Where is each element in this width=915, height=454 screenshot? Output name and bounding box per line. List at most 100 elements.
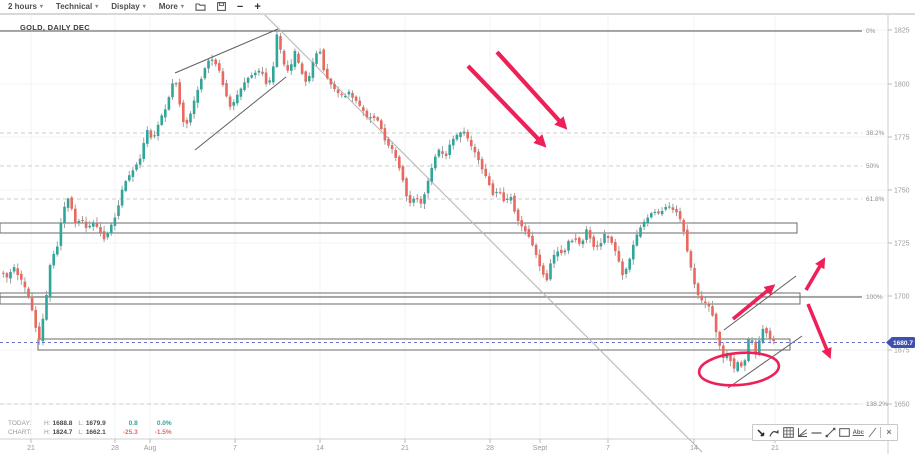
- price-axis: 1825 1800 1775 1750 1725 1700 1675 1650: [888, 28, 910, 409]
- legend-value: H:: [44, 429, 51, 436]
- arrow-annotation: [731, 284, 776, 321]
- trend-line-tool-icon[interactable]: [824, 426, 836, 439]
- legend-value: 1662.1: [85, 429, 106, 436]
- legend-value: CHART:: [8, 429, 32, 436]
- zone-rectangle: [0, 222, 798, 234]
- arrow-annotation: [806, 303, 832, 359]
- channel-line: [727, 335, 803, 389]
- price-tick-label: 1650: [894, 402, 910, 409]
- curved-arrow-tool-icon[interactable]: [769, 426, 781, 439]
- slash-tool-icon[interactable]: [866, 426, 878, 439]
- zoom-out-icon[interactable]: −: [236, 0, 244, 13]
- legend-row: TODAY: H: 1688.8 L: 1679.9 0.8 0.0%: [8, 419, 172, 428]
- legend-value: 0.0%: [156, 420, 172, 427]
- price-tick-label: 1725: [894, 241, 910, 248]
- current-price-badge: 1680.7: [886, 337, 915, 348]
- current-price-value: 1680.7: [893, 340, 913, 347]
- time-axis: 21 28 Aug 7 14 21 28 Sept 7 14 21: [27, 439, 779, 452]
- zone-rectangle: [0, 292, 801, 305]
- menu-label: More: [158, 2, 178, 11]
- fib-label: 0%: [866, 28, 876, 35]
- trend-channel-lines[interactable]: [174, 28, 803, 389]
- price-tick-label: 1825: [894, 28, 910, 35]
- time-tick-label: 21: [27, 445, 35, 452]
- menu-display[interactable]: Display ▾: [111, 2, 145, 11]
- price-tick-label: 1700: [894, 294, 910, 301]
- save-icon[interactable]: [216, 2, 226, 11]
- legend-value: 1824.7: [52, 429, 73, 436]
- legend-value: -25.3: [122, 429, 138, 436]
- toolbar-separator: [880, 427, 882, 438]
- close-icon: ×: [886, 427, 892, 437]
- candles: [2, 29, 775, 373]
- support-zones[interactable]: [0, 222, 801, 351]
- fib-label: 138.2%: [866, 401, 888, 408]
- toolbar-menus: 2 hours ▾ Technical ▾ Display ▾ More ▾: [8, 2, 184, 11]
- legend-value: 1688.8: [52, 420, 73, 427]
- legend-value: L:: [78, 429, 84, 436]
- drawing-toolbar: Abc ×: [752, 424, 898, 441]
- fib-label: 100%: [866, 294, 883, 301]
- zone-rectangle: [37, 338, 791, 351]
- fib-label: 38.2%: [866, 130, 885, 137]
- channel-line: [723, 275, 797, 331]
- zoom-in-icon[interactable]: +: [254, 0, 261, 13]
- time-tick-label: 7: [233, 445, 237, 452]
- time-tick-label: Aug: [144, 445, 157, 452]
- legend-value: L:: [78, 420, 84, 427]
- horizontal-line-tool-icon[interactable]: [811, 426, 823, 439]
- legend-value: 0.8: [128, 420, 138, 427]
- pattern-grid-tool-icon[interactable]: [783, 426, 795, 439]
- price-tick-label: 1750: [894, 188, 910, 195]
- legend-value: TODAY:: [8, 420, 32, 427]
- menu-more[interactable]: More ▾: [159, 2, 184, 11]
- chevron-down-icon: ▾: [142, 4, 146, 10]
- arrow-annotation: [466, 64, 547, 148]
- open-folder-icon[interactable]: [195, 2, 206, 11]
- rectangle-tool-icon[interactable]: [838, 426, 850, 439]
- menu-label: Display: [111, 2, 140, 11]
- legend-value: H:: [44, 420, 51, 427]
- close-toolbar-button[interactable]: ×: [883, 426, 895, 439]
- legend-row: CHART: H: 1824.7 L: 1662.1 -25.3 -1.5%: [8, 428, 172, 437]
- top-toolbar: 2 hours ▾ Technical ▾ Display ▾ More ▾ − +: [0, 0, 915, 15]
- gridlines: [0, 15, 888, 439]
- legend-value: 1679.9: [85, 420, 106, 427]
- annotation-arrows[interactable]: [466, 50, 832, 359]
- text-tool-label: Abc: [852, 429, 864, 436]
- time-tick-label: 14: [690, 445, 698, 452]
- time-tick-label: 21: [771, 445, 779, 452]
- chevron-down-icon: ▾: [95, 4, 99, 10]
- channel-line: [194, 76, 287, 151]
- arrow-annotation: [804, 257, 826, 291]
- menu-label: Technical: [55, 2, 93, 11]
- fib-retracement[interactable]: 0% 38.2% 50% 61.8% 100% 138.2%: [0, 28, 888, 408]
- time-tick-label: Sept: [533, 445, 547, 452]
- menu-technical[interactable]: Technical ▾: [56, 2, 98, 11]
- menu-label: 2 hours: [8, 2, 37, 11]
- time-tick-label: 21: [401, 445, 409, 452]
- price-tick-label: 1800: [894, 82, 910, 89]
- time-tick-label: 14: [316, 445, 324, 452]
- channel-line: [174, 28, 279, 74]
- trend-rays-tool-icon[interactable]: [797, 426, 809, 439]
- arrow-annotation: [495, 50, 568, 130]
- legend-value: -1.5%: [154, 429, 172, 436]
- time-tick-label: 28: [486, 445, 494, 452]
- time-tick-label: 7: [606, 445, 610, 452]
- fib-label: 50%: [866, 163, 879, 170]
- text-tool[interactable]: Abc: [852, 426, 864, 439]
- symbol-label: GOLD, DAILY DEC: [20, 23, 90, 32]
- price-tick-label: 1775: [894, 135, 910, 142]
- price-tick-label: 1675: [894, 348, 910, 355]
- chart-legend: TODAY: H: 1688.8 L: 1679.9 0.8 0.0% CHART: H: 182…: [8, 419, 172, 437]
- time-tick-label: 28: [111, 445, 119, 452]
- highlight-ellipse[interactable]: [697, 350, 781, 389]
- fib-label: 61.8%: [866, 196, 885, 203]
- downtrend-line[interactable]: [257, 7, 703, 453]
- menu-2-hours[interactable]: 2 hours ▾: [8, 2, 43, 11]
- chevron-down-icon: ▾: [180, 4, 184, 10]
- pointer-arrow-tool-icon[interactable]: [755, 426, 767, 439]
